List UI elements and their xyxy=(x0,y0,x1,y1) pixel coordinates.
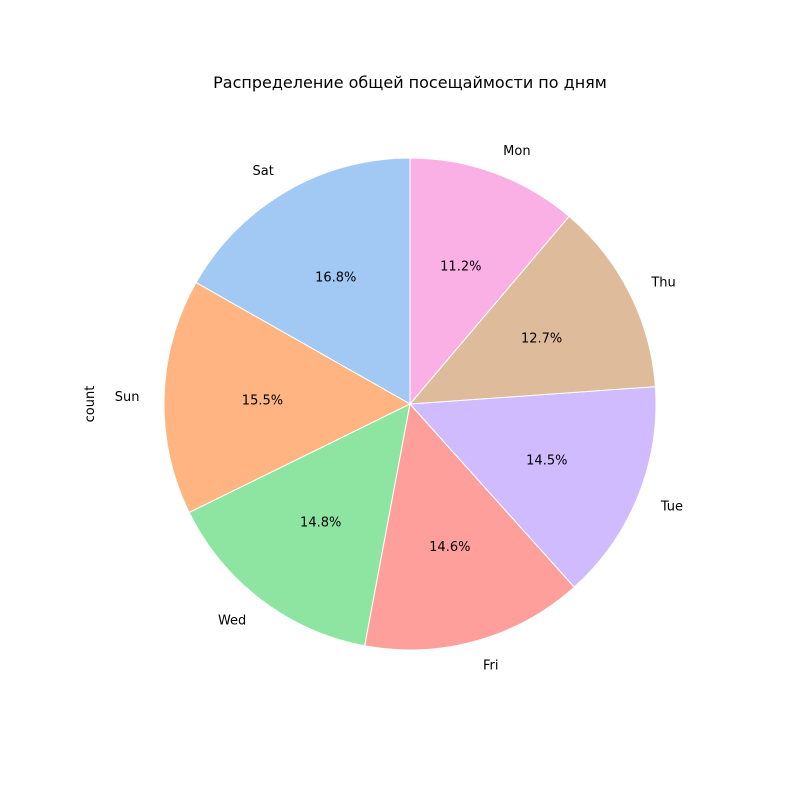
pie-labels: Sat 16.8% Sun 15.5% Wed 14.8% Fri 14.6% Tue 14.5%… xyxy=(115,144,683,674)
slice-percent-fri: 14.6% xyxy=(429,540,470,555)
pie-slice-tue xyxy=(408,386,657,588)
slice-label-tue: Tue xyxy=(660,499,683,514)
pie-slices xyxy=(163,157,657,651)
pie-slice-sat xyxy=(195,157,411,405)
pie-slice-sun xyxy=(163,281,412,514)
slice-percent-sun: 15.5% xyxy=(242,394,283,409)
slice-percent-sat: 16.8% xyxy=(315,270,356,285)
slice-label-sat: Sat xyxy=(253,164,274,179)
y-axis-label: count xyxy=(83,386,98,423)
pie-slice-mon xyxy=(409,157,570,406)
slice-label-thu: Thu xyxy=(650,276,675,291)
slice-percent-thu: 12.7% xyxy=(521,331,562,346)
slice-label-wed: Wed xyxy=(218,613,246,628)
chart-title: Распределение общей посещаймости по дням xyxy=(213,73,607,92)
pie-slice-wed xyxy=(188,403,411,647)
slice-percent-wed: 14.8% xyxy=(300,516,341,531)
slice-percent-mon: 11.2% xyxy=(440,259,481,274)
slice-label-sun: Sun xyxy=(115,390,140,405)
slice-label-mon: Mon xyxy=(503,144,530,159)
pie-slice-fri xyxy=(364,402,575,651)
pie-slice-thu xyxy=(408,215,656,405)
slice-percent-tue: 14.5% xyxy=(526,453,567,468)
slice-label-fri: Fri xyxy=(483,659,499,674)
